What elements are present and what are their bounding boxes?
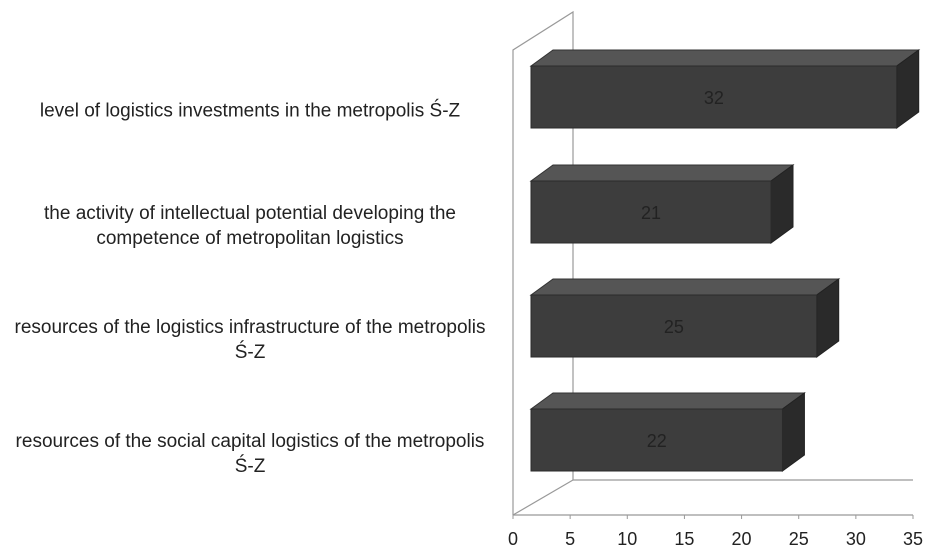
category-label: the activity of intellectual potential d…	[44, 203, 456, 249]
data-label: 25	[664, 317, 684, 337]
x-tick-label: 5	[565, 529, 575, 549]
bar-front	[530, 408, 783, 472]
bar-top	[529, 49, 921, 67]
x-tick-label: 20	[732, 529, 752, 549]
bar-top	[529, 164, 795, 182]
category-label: resources of the social capital logistic…	[15, 431, 485, 477]
data-label: 21	[641, 203, 661, 223]
bar-front	[530, 294, 818, 358]
x-tick-label: 25	[789, 529, 809, 549]
x-tick-label: 0	[508, 529, 518, 549]
x-tick-label: 35	[903, 529, 923, 549]
category-label: level of logistics investments in the me…	[39, 100, 461, 122]
bar-top	[529, 278, 841, 296]
data-label: 32	[704, 88, 724, 108]
bar-front	[530, 65, 898, 129]
frame	[512, 10, 913, 516]
category-label: resources of the logistics infrastructur…	[14, 317, 486, 363]
back-wall	[512, 10, 574, 515]
x-tick-label: 15	[674, 529, 694, 549]
bar	[529, 164, 795, 244]
bar	[529, 49, 921, 129]
x-tick-label: 10	[617, 529, 637, 549]
floor-edge	[512, 479, 574, 516]
bar	[529, 392, 806, 472]
bar	[529, 278, 841, 358]
bar-front	[530, 180, 772, 244]
data-label: 22	[647, 431, 667, 451]
x-tick-label: 30	[846, 529, 866, 549]
bar-top	[529, 392, 806, 410]
